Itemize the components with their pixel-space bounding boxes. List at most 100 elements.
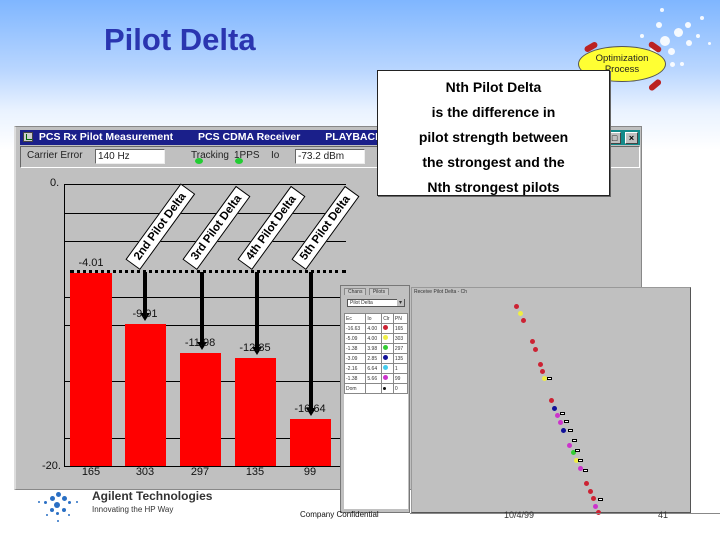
data-point — [567, 443, 572, 448]
pps-label: 1PPS — [234, 150, 260, 161]
title-mode: PLAYBACK — [325, 131, 383, 143]
scatter-title: Receive Pilot Delta - Ch — [414, 289, 468, 295]
cell — [365, 383, 383, 394]
close-button[interactable]: × — [625, 132, 638, 144]
data-point — [588, 489, 593, 494]
data-point — [549, 398, 554, 403]
data-point — [540, 369, 545, 374]
table-row[interactable]: -16.63 4.00 165 — [343, 323, 409, 334]
agilent-logo-icon — [36, 488, 82, 526]
cell: 135 — [392, 353, 409, 364]
callout-line: Nth strongest pilots — [427, 179, 560, 195]
app-chart-icon — [23, 132, 33, 142]
col-header[interactable]: PN — [392, 313, 409, 324]
maximize-button[interactable]: □ — [608, 132, 622, 144]
cell — [381, 343, 394, 354]
data-point — [558, 420, 563, 425]
col-header[interactable]: Ec — [343, 313, 367, 324]
color-dot-icon — [383, 355, 389, 360]
cell — [381, 363, 394, 374]
confidential-notice: Company Confidential — [300, 510, 379, 519]
strongest-pilot-reference-line — [70, 270, 346, 273]
table-row[interactable]: -5.09 4.00 303 — [343, 333, 409, 344]
cell: 165 — [392, 323, 409, 334]
x-tick-label: 165 — [81, 466, 101, 478]
io-label: Io — [271, 150, 280, 161]
pps-led-icon — [235, 158, 243, 164]
x-tick-label: 135 — [245, 466, 265, 478]
data-point — [561, 428, 566, 433]
marker-box — [575, 449, 580, 452]
arrow-down-icon — [140, 313, 150, 321]
io-field[interactable]: -73.2 dBm — [295, 149, 365, 164]
cell: 99 — [392, 373, 409, 384]
cell: -5.09 — [343, 333, 367, 344]
cell: 6.64 — [365, 363, 383, 374]
pilot-delta-scatter-panel: Receive Pilot Delta - Ch — [411, 287, 691, 515]
title-receiver: PCS CDMA Receiver — [198, 131, 301, 143]
slide-title: Pilot Delta — [104, 22, 256, 57]
table-row[interactable]: -3.09 2.85 135 — [343, 353, 409, 364]
data-point — [542, 376, 547, 381]
data-point — [518, 311, 523, 316]
pilot-view-dropdown[interactable]: Pilot Delta — [347, 299, 405, 307]
marker-box — [568, 429, 573, 432]
tracking-label: Tracking — [191, 150, 229, 161]
x-tick-label: 303 — [135, 466, 155, 478]
carrier-error-field[interactable]: 140 Hz — [95, 149, 165, 164]
bar-pn-303 — [125, 324, 166, 466]
brand-name: Agilent Technologies — [92, 489, 213, 503]
cell: 3.98 — [365, 343, 383, 354]
definition-callout: Nth Pilot Delta is the difference in pil… — [377, 70, 610, 196]
marker-box — [560, 412, 565, 415]
data-point — [521, 318, 526, 323]
tab-chans[interactable]: Chans — [344, 288, 367, 295]
badge-line-1: Optimization — [595, 53, 649, 64]
bar-value-label: -11.98 — [184, 337, 216, 349]
data-point — [593, 504, 598, 509]
cell: 297 — [392, 343, 409, 354]
data-point — [571, 450, 576, 455]
table-row[interactable]: -1.38 5.66 99 — [343, 373, 409, 384]
bar-value-label: -12.85 — [239, 342, 271, 354]
data-point — [584, 481, 589, 486]
data-point — [591, 496, 596, 501]
gridline — [64, 325, 346, 326]
cell: -3.09 — [343, 353, 367, 364]
marker-box — [578, 459, 583, 462]
cell — [381, 373, 394, 384]
tracking-led-icon — [195, 158, 203, 164]
color-dot-icon — [383, 345, 389, 350]
color-dot-icon — [383, 375, 389, 380]
table-row[interactable]: -1.38 3.98 297 — [343, 343, 409, 354]
callout-line: is the difference in — [431, 104, 556, 120]
bar-pn-165 — [70, 273, 112, 466]
cell: 4.00 — [365, 323, 383, 334]
color-dot-icon — [383, 365, 389, 370]
x-tick-label: 99 — [303, 466, 317, 478]
arrow-down-icon — [306, 408, 316, 416]
gridline — [64, 213, 346, 214]
color-dot-icon — [383, 325, 389, 330]
col-header[interactable]: Io — [365, 313, 383, 324]
y-tick-bottom: -20. — [42, 460, 61, 472]
table-row[interactable]: Dom 0 — [343, 383, 409, 394]
delta-line-5 — [309, 272, 313, 409]
pilots-table-panel: Chans Pilots Pilot Delta Ec Io Clr PN -1… — [340, 285, 410, 513]
tab-pilots[interactable]: Pilots — [368, 288, 390, 295]
marker-box — [572, 439, 577, 442]
footer-divider — [410, 513, 720, 514]
data-point — [596, 510, 601, 515]
delta-line-4 — [255, 272, 259, 348]
badge-line-2: Process — [604, 64, 640, 75]
delta-line-3 — [200, 272, 204, 343]
data-point — [530, 339, 535, 344]
callout-line: the strongest and the — [422, 154, 565, 170]
x-tick-label: 297 — [190, 466, 210, 478]
col-header[interactable]: Clr — [381, 313, 394, 324]
gridline — [64, 184, 346, 185]
x-axis — [64, 466, 346, 467]
data-point — [533, 347, 538, 352]
table-row[interactable]: -2.16 6.64 1 — [343, 363, 409, 374]
y-tick-top: 0. — [50, 177, 60, 189]
